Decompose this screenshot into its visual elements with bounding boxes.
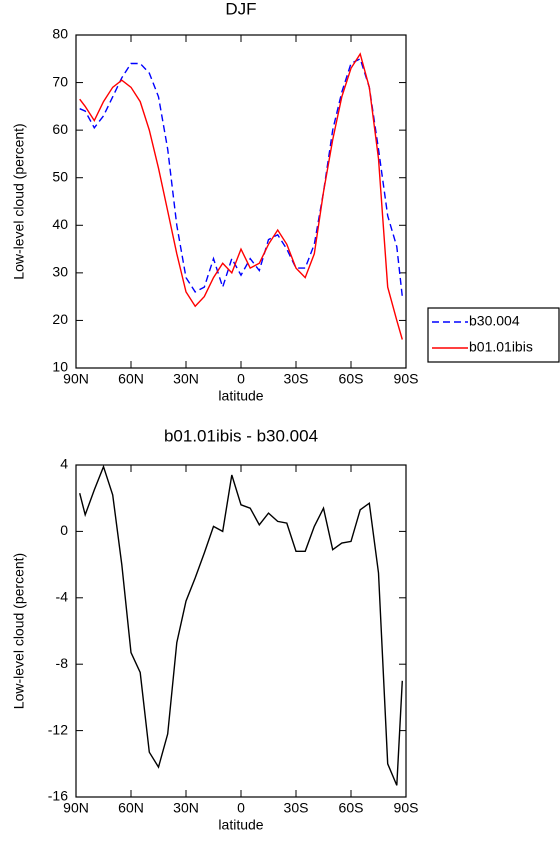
x-axis-label: latitude — [218, 388, 263, 404]
x-tick-label: 30S — [284, 800, 309, 816]
legend-label: b30.004 — [469, 313, 520, 329]
x-tick-label: 60S — [339, 371, 364, 387]
x-tick-label: 60N — [118, 800, 144, 816]
y-tick-label: 30 — [52, 264, 68, 280]
x-tick-label: 30N — [173, 800, 199, 816]
y-tick-label: -12 — [48, 721, 68, 737]
x-tick-label: 30N — [173, 371, 199, 387]
x-tick-label: 60N — [118, 371, 144, 387]
y-tick-label: -8 — [56, 655, 69, 671]
y-tick-label: 70 — [52, 73, 68, 89]
y-tick-label: 10 — [52, 359, 68, 375]
x-axis-label: latitude — [218, 817, 263, 833]
x-tick-label: 60S — [339, 800, 364, 816]
y-tick-label: 20 — [52, 311, 68, 327]
y-tick-label: 40 — [52, 216, 68, 232]
x-tick-label: 0 — [237, 371, 245, 387]
y-tick-label: 50 — [52, 168, 68, 184]
x-tick-label: 90S — [394, 800, 419, 816]
y-axis-label: Low-level cloud (percent) — [11, 123, 27, 279]
y-tick-label: 80 — [52, 26, 68, 42]
plot-frame — [75, 464, 407, 798]
y-tick-label: -4 — [56, 589, 69, 605]
chart-title: DJF — [225, 0, 256, 18]
x-tick-label: 90N — [63, 800, 89, 816]
y-tick-label: 4 — [60, 456, 68, 472]
y-axis-label: Low-level cloud (percent) — [11, 553, 27, 709]
chart-title: b01.01ibis - b30.004 — [164, 426, 318, 445]
x-tick-label: 0 — [237, 800, 245, 816]
series-line — [79, 57, 403, 297]
series-line — [79, 464, 403, 786]
legend-box — [427, 307, 560, 363]
x-tick-label: 90S — [394, 371, 419, 387]
y-tick-label: 0 — [60, 522, 68, 538]
plot-frame — [75, 34, 407, 369]
legend-label: b01.01ibis — [469, 339, 533, 355]
y-tick-label: -16 — [48, 788, 68, 804]
x-tick-label: 90N — [63, 371, 89, 387]
x-tick-label: 30S — [284, 371, 309, 387]
series-line — [79, 52, 403, 340]
y-tick-label: 60 — [52, 121, 68, 137]
